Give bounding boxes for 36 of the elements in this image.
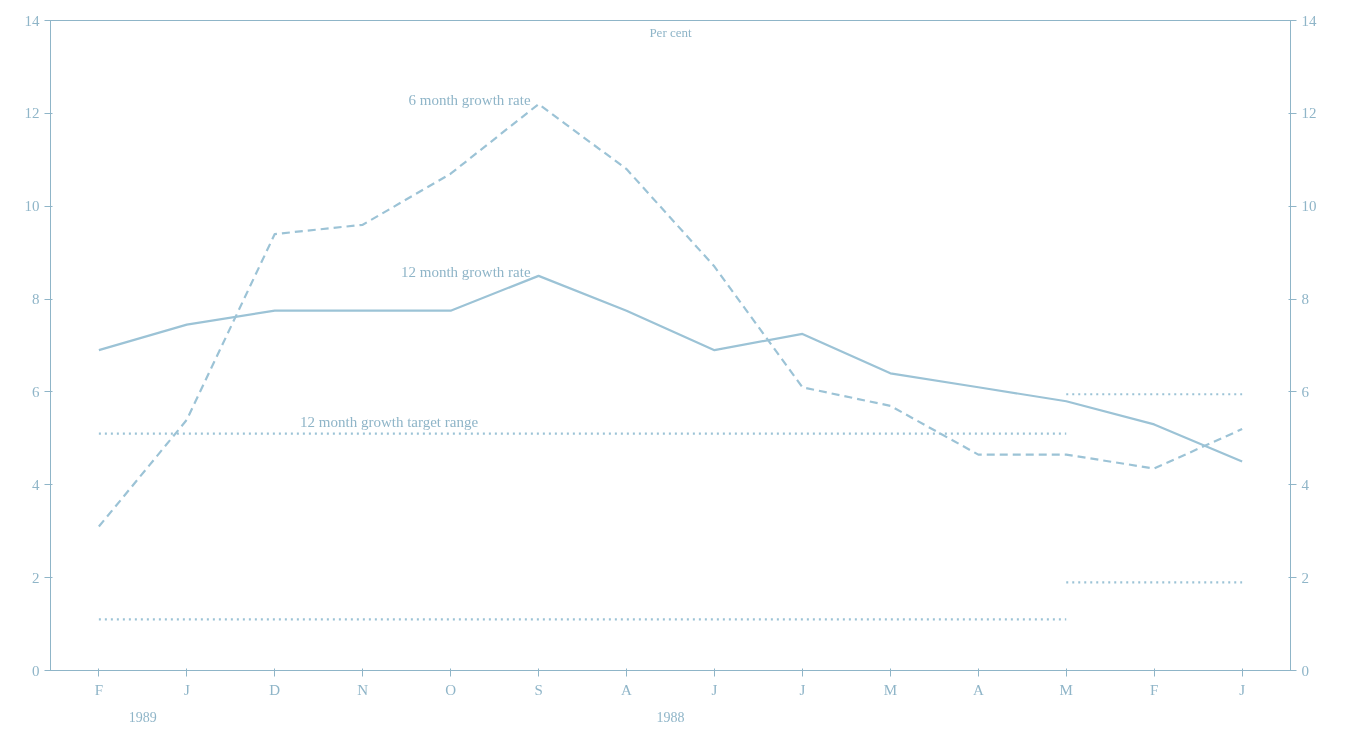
y-tick-label: 8 [32,291,40,308]
x-tick-label: O [445,681,457,698]
y-tick-label: 2 [32,569,40,586]
y2-tick-label: 2 [1301,569,1309,586]
y2-tick-label: 6 [1301,383,1310,400]
x-tick-label: M [1059,681,1073,698]
x-tick-label: A [972,681,984,698]
y-tick-label: 0 [32,662,40,679]
text: 1988 [656,709,685,725]
annotation: 12 month growth target range [300,413,479,430]
x-tick-label: J [1239,681,1246,698]
y-tick-label: 4 [32,476,40,493]
y2-tick-label: 8 [1301,291,1309,308]
y-tick-label: 14 [24,12,40,29]
x-tick-label: J [711,681,718,698]
y2-tick-label: 14 [1301,12,1317,29]
annotation: Per cent [649,24,692,40]
x-tick-label: F [1150,681,1159,698]
y2-tick-label: 0 [1301,662,1309,679]
x-tick-label: M [883,681,898,698]
y-tick-label: 12 [24,105,40,122]
x-tick-label: N [357,681,369,698]
y-tick-label: 6 [32,383,40,400]
series-label: 12 month growth rate [401,263,531,280]
y-tick-label: 10 [24,198,40,215]
x-tick-label: J [183,681,190,698]
y2-tick-label: 10 [1301,198,1317,215]
x-tick-label: J [799,681,806,698]
x-tick-label: S [534,681,543,698]
series-label: 6 month growth rate [408,92,531,109]
x-tick-label: F [94,681,104,698]
y2-tick-label: 4 [1301,476,1310,493]
x-tick-label: D [269,681,281,698]
y2-tick-label: 12 [1301,105,1317,122]
text: 1989 [128,709,157,725]
x-tick-label: A [621,681,633,698]
